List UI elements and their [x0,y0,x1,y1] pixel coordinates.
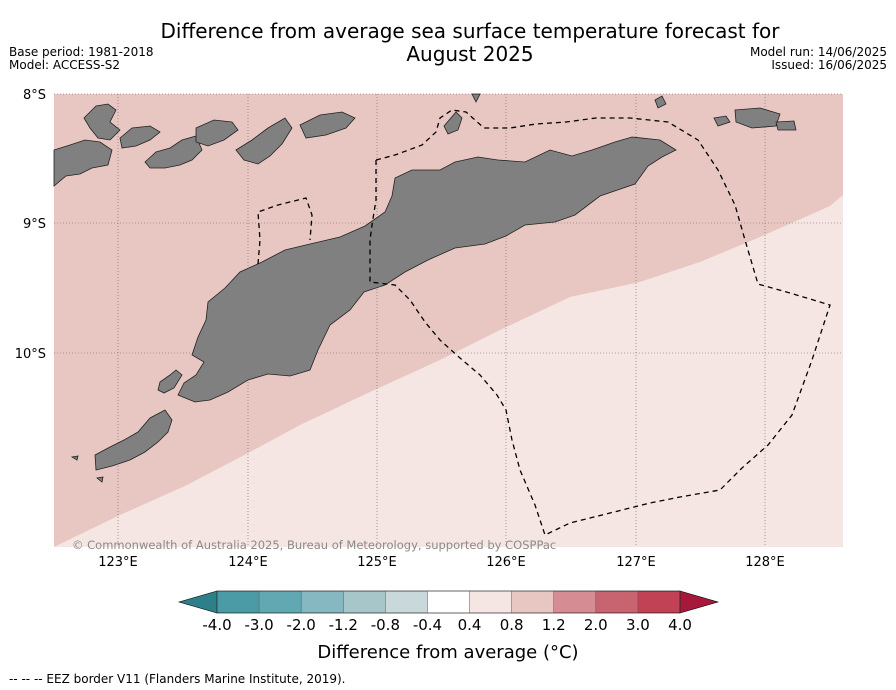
ndao-island [96,476,104,483]
land-masses [53,93,797,483]
lon-label-128e: 128°E [745,555,785,570]
base-period-text: Base period: 1981-2018 [9,45,154,59]
colorbar-segment [637,591,680,613]
small-islet-west [70,455,79,461]
colorbar-tick-label: -3.0 [244,616,273,634]
lat-label-8s: 8°S [23,88,46,103]
colorbar-segment [343,591,386,613]
lon-label-127e: 127°E [616,555,656,570]
colorbar-tick-label: 1.2 [542,616,566,634]
map-title: Difference from average sea surface temp… [120,20,820,66]
copyright-text: © Commonwealth of Australia 2025, Bureau… [72,538,556,552]
semau-island [157,369,183,394]
moa-island [734,107,781,129]
colorbar-tick-label: 4.0 [668,616,692,634]
small-islet-east [713,115,731,127]
lon-label-126e: 126°E [486,555,526,570]
colorbar-segment [259,591,302,613]
colorbar-tick-label: 0.8 [500,616,524,634]
kisar-island [471,93,481,103]
lon-label-125e: 125°E [357,555,397,570]
lembata-island [83,103,121,141]
colorbar-tick-label: -0.8 [371,616,400,634]
title-line-2: August 2025 [406,42,534,66]
colorbar-under-arrow [177,590,218,614]
colorbar-segment [553,591,596,613]
colorbar-tick-label: -4.0 [202,616,231,634]
issued-text: Issued: 16/06/2025 [771,58,887,72]
colorbar-tick-label: -1.2 [329,616,358,634]
timor-island [177,136,677,403]
colorbar-segment [511,591,554,613]
colorbar-tick-label: 3.0 [626,616,650,634]
colorbar-tick-label: 2.0 [584,616,608,634]
model-text: Model: ACCESS-S2 [9,58,121,72]
rote-island [94,409,173,471]
anomaly-band-low [54,195,843,547]
eez-border-west [257,197,313,265]
lon-label-123e: 123°E [98,555,138,570]
lat-label-10s: 10°S [15,347,46,362]
atauro-island [443,111,463,135]
colorbar-segment [469,591,512,613]
alor-island-west [144,135,203,169]
colorbar-segment [217,591,260,613]
run-info: Model run: 14/06/2025 Issued: 16/06/2025 [750,46,887,72]
alor-island [195,119,239,147]
pantar-island [119,125,161,149]
colorbar-segment [301,591,344,613]
colorbar-tick-label: 0.4 [458,616,482,634]
model-run-text: Model run: 14/06/2025 [749,45,887,59]
colorbar-tick-label: -2.0 [287,616,316,634]
flores-east-island [53,139,113,187]
lon-label-124e: 124°E [228,555,268,570]
colorbar-segment [385,591,428,613]
colorbar-label: Difference from average (°C) [317,642,579,663]
lakor-island [775,120,797,131]
colorbar-segment [595,591,638,613]
wetar-island [299,111,356,139]
colorbar-tick-label: -0.4 [413,616,442,634]
colorbar: -4.0 -3.0 -2.0 -1.2 -0.8 -0.4 0.4 0.8 1.2 2.0 3.0 4… [177,590,720,634]
lat-label-9s: 9°S [23,217,46,232]
colorbar-over-arrow [679,590,720,614]
eez-border [369,109,831,536]
wetar-island-west [235,117,293,165]
eez-legend-text: -- -- -- EEZ border V11 (Flanders Marine… [9,672,346,686]
title-line-1: Difference from average sea surface temp… [160,19,780,43]
colorbar-segment [427,591,470,613]
leti-island [654,95,667,109]
model-info: Base period: 1981-2018 Model: ACCESS-S2 [9,46,154,72]
